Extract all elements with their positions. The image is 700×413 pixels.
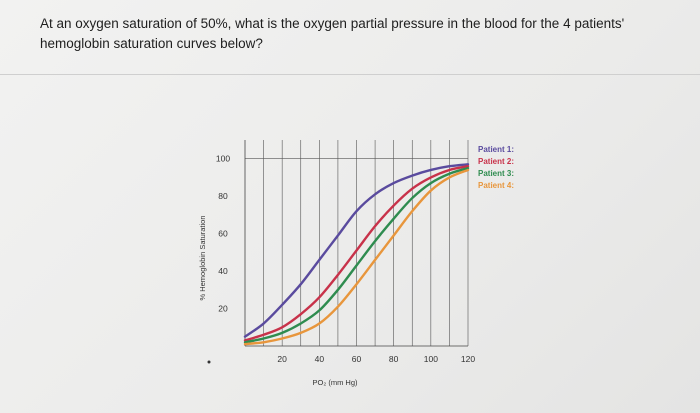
divider — [0, 74, 700, 75]
x-tick-label: 60 — [352, 354, 362, 364]
x-tick-label: 40 — [315, 354, 325, 364]
question-line-1: At an oxygen saturation of 50%, what is … — [40, 16, 625, 31]
x-axis-title: PO₂ (mm Hg) — [313, 378, 358, 387]
legend-item-patient-3: Patient 3: — [478, 169, 514, 178]
y-tick-label: 40 — [218, 266, 228, 276]
series-line-patient-1 — [243, 163, 470, 338]
question-text: At an oxygen saturation of 50%, what is … — [40, 14, 660, 54]
x-tick-label: 80 — [389, 354, 399, 364]
series-lines — [243, 163, 470, 346]
y-tick-label: 80 — [218, 191, 228, 201]
legend-item-patient-4: Patient 4: — [478, 181, 514, 190]
legend-item-patient-2: Patient 2: — [478, 157, 514, 166]
y-tick-labels: 20 40 60 80 100 — [216, 154, 230, 314]
series-line-patient-3 — [243, 166, 470, 344]
y-tick-label: 60 — [218, 229, 228, 239]
y-tick-label: 100 — [216, 154, 230, 164]
grid-lines — [245, 140, 469, 346]
x-tick-label: 120 — [461, 354, 475, 364]
series-line-patient-2 — [243, 165, 470, 342]
series-line-patient-4 — [243, 168, 470, 346]
x-tick-label: 100 — [424, 354, 438, 364]
bullet-dot — [207, 360, 211, 364]
y-tick-label: 20 — [218, 304, 228, 314]
x-tick-labels: 20 40 60 80 100 120 — [277, 354, 475, 364]
question-line-2: hemoglobin saturation curves below? — [40, 36, 263, 51]
y-axis-title: % Hemoglobin Saturation — [198, 215, 207, 300]
axes — [244, 140, 468, 347]
legend-item-patient-1: Patient 1: — [478, 145, 514, 154]
x-tick-label: 20 — [277, 354, 287, 364]
legend: Patient 1: Patient 2: Patient 3: Patient 4: — [478, 145, 514, 190]
